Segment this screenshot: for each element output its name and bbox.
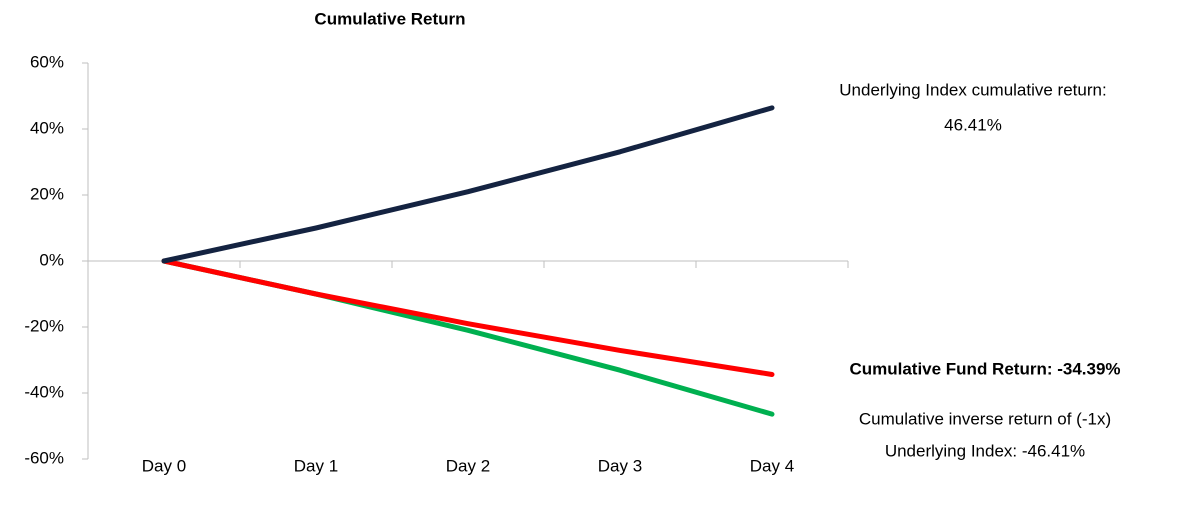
x-tick-label: Day 4 [750,456,794,475]
y-tick-label: -60% [24,448,64,467]
annotation: Cumulative Fund Return: -34.39% [849,359,1120,378]
y-tick-label: -20% [24,316,64,335]
series-line [161,105,775,264]
annotation: 46.41% [944,115,1002,134]
y-tick-label: 0% [39,250,64,269]
x-tick-label: Day 3 [598,456,642,475]
x-tick-label: Day 2 [446,456,490,475]
annotation: Cumulative inverse return of (-1x) [859,409,1111,428]
y-tick-label: 40% [30,118,64,137]
y-tick-label: 20% [30,184,64,203]
y-tick-label: 60% [30,52,64,71]
series-line [161,258,775,377]
y-tick-label: -40% [24,382,64,401]
annotation: Underlying Index cumulative return: [839,80,1106,99]
x-tick-label: Day 0 [142,456,186,475]
annotation: Underlying Index: -46.41% [885,441,1085,460]
chart-title: Cumulative Return [314,9,465,28]
series-line [161,258,775,417]
x-tick-label: Day 1 [294,456,338,475]
